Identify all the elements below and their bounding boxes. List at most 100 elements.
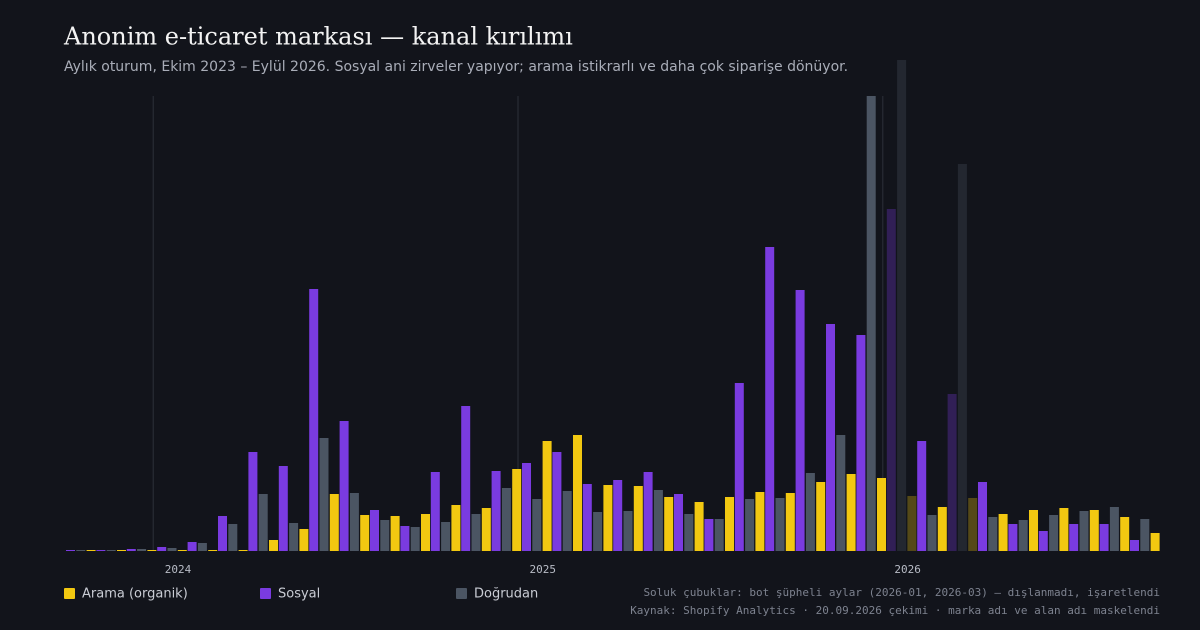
legend-label: Arama (organik) <box>82 587 188 602</box>
bar <box>562 491 572 551</box>
bar <box>309 289 319 551</box>
bar <box>968 498 978 551</box>
bar <box>582 484 592 551</box>
bar <box>927 515 937 551</box>
bar <box>187 542 197 551</box>
bar <box>694 502 704 551</box>
bar <box>360 515 370 551</box>
bar <box>258 494 268 551</box>
source-note: Kaynak: Shopify Analytics · 20.09.2026 ç… <box>630 604 1160 617</box>
bar <box>269 540 278 551</box>
bar <box>937 507 947 551</box>
bar <box>471 514 481 551</box>
bar <box>208 550 218 551</box>
bar <box>573 435 582 551</box>
bar <box>339 421 349 551</box>
bar <box>319 438 329 551</box>
bar <box>137 549 147 551</box>
bar <box>461 406 471 551</box>
bar <box>532 499 542 551</box>
bar <box>917 441 927 551</box>
bar <box>1130 540 1139 551</box>
bar <box>978 482 987 551</box>
bar <box>177 550 187 551</box>
bar <box>1109 507 1119 551</box>
bar <box>1059 508 1069 551</box>
bar <box>410 527 420 551</box>
bar <box>441 522 451 551</box>
bar <box>147 550 157 551</box>
bar <box>430 472 440 551</box>
chart-subtitle: Aylık oturum, Ekim 2023 – Eylül 2026. So… <box>64 59 848 75</box>
bar <box>1089 510 1099 551</box>
bar <box>481 508 491 551</box>
bar <box>106 550 116 551</box>
bar <box>1008 524 1018 551</box>
bar <box>765 247 775 551</box>
bar <box>1150 533 1160 551</box>
bar <box>1018 520 1028 551</box>
bar <box>66 550 75 551</box>
bar <box>1120 517 1130 551</box>
bar <box>1099 524 1109 551</box>
bar <box>836 435 846 551</box>
bar <box>522 463 531 551</box>
bar <box>805 473 815 551</box>
bar <box>451 505 461 551</box>
bar <box>1079 511 1089 551</box>
bar <box>370 510 379 551</box>
bar <box>86 550 96 551</box>
bar <box>613 480 623 551</box>
bar <box>1029 510 1038 551</box>
bar <box>653 490 663 551</box>
bar <box>218 516 227 551</box>
bar <box>390 516 400 551</box>
bar <box>278 466 288 551</box>
bar <box>329 494 339 551</box>
bar <box>552 452 562 551</box>
bar <box>126 549 136 551</box>
x-tick-label: 2024 <box>165 563 192 576</box>
legend-swatch <box>64 588 75 599</box>
bar <box>745 499 755 551</box>
bar <box>947 394 957 551</box>
bar <box>593 512 603 551</box>
bar <box>197 543 207 551</box>
bar <box>755 492 765 551</box>
bar <box>674 494 683 551</box>
bar <box>866 96 876 551</box>
bar <box>725 497 734 551</box>
bar <box>421 514 430 551</box>
bar <box>1038 531 1048 551</box>
bar <box>512 469 522 551</box>
chart-title: Anonim e-ticaret markası — kanal kırılım… <box>63 23 573 51</box>
bar <box>826 324 835 551</box>
bar <box>907 496 917 551</box>
bar <box>664 497 674 551</box>
note: Soluk çubuklar: bot şüpheli aylar (2026-… <box>643 586 1160 599</box>
bar <box>380 520 390 551</box>
bar <box>846 474 856 551</box>
bar <box>542 441 552 551</box>
legend-label: Doğrudan <box>474 587 538 602</box>
bar <box>400 526 410 551</box>
bar <box>623 511 633 551</box>
bar <box>643 472 653 551</box>
bar <box>117 550 126 551</box>
bar <box>248 452 258 551</box>
bar <box>957 164 967 551</box>
bar <box>856 335 866 551</box>
bar <box>299 529 309 551</box>
bar <box>1049 515 1059 551</box>
bar <box>684 514 694 551</box>
bar <box>238 550 248 551</box>
x-tick-label: 2025 <box>530 563 557 576</box>
bar <box>76 550 86 551</box>
bar <box>877 478 886 551</box>
bar <box>96 550 106 551</box>
bar <box>704 519 714 551</box>
bar <box>491 471 501 551</box>
bar <box>633 486 643 551</box>
bar <box>714 519 724 551</box>
